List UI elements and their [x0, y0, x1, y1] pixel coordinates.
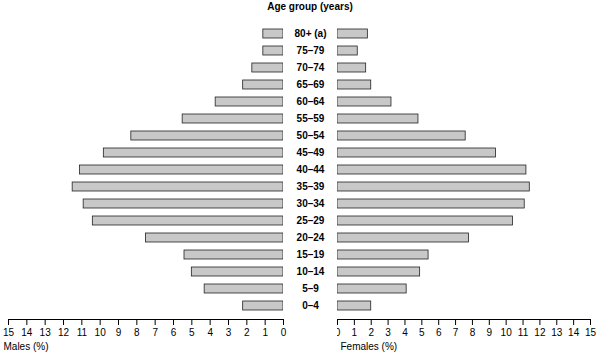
svg-text:9: 9 — [487, 327, 493, 338]
svg-text:15: 15 — [585, 327, 597, 338]
svg-text:4: 4 — [207, 327, 213, 338]
svg-text:5–9: 5–9 — [302, 283, 319, 294]
svg-text:13: 13 — [551, 327, 563, 338]
svg-text:30–34: 30–34 — [297, 198, 325, 209]
svg-text:12: 12 — [58, 327, 70, 338]
svg-text:55–59: 55–59 — [297, 113, 325, 124]
svg-text:15–19: 15–19 — [297, 249, 325, 260]
svg-text:2: 2 — [244, 327, 250, 338]
svg-text:Males (%): Males (%) — [4, 341, 49, 352]
svg-text:60–64: 60–64 — [297, 96, 325, 107]
svg-text:10–14: 10–14 — [297, 266, 325, 277]
svg-text:5: 5 — [419, 327, 425, 338]
svg-text:Females (%): Females (%) — [341, 341, 398, 352]
svg-text:50–54: 50–54 — [297, 130, 325, 141]
svg-text:75–79: 75–79 — [297, 45, 325, 56]
svg-text:3: 3 — [385, 327, 391, 338]
svg-text:0: 0 — [337, 327, 341, 338]
svg-text:11: 11 — [518, 327, 529, 338]
svg-text:1: 1 — [352, 327, 358, 338]
html-text:Age group (years): Age group (years) — [267, 1, 353, 12]
svg-text:13: 13 — [40, 327, 52, 338]
svg-text:7: 7 — [453, 327, 459, 338]
svg-text:11: 11 — [77, 327, 88, 338]
svg-text:14: 14 — [21, 327, 33, 338]
svg-text:6: 6 — [436, 327, 442, 338]
svg-text:0: 0 — [281, 327, 287, 338]
svg-text:8: 8 — [470, 327, 476, 338]
svg-text:0–4: 0–4 — [302, 300, 319, 311]
svg-text:2: 2 — [368, 327, 374, 338]
svg-text:15: 15 — [3, 327, 15, 338]
svg-text:10: 10 — [501, 327, 513, 338]
svg-text:80+ (a): 80+ (a) — [295, 28, 327, 39]
svg-text:8: 8 — [134, 327, 140, 338]
svg-text:3: 3 — [226, 327, 232, 338]
svg-text:10: 10 — [95, 327, 107, 338]
svg-text:45–49: 45–49 — [297, 147, 325, 158]
svg-text:12: 12 — [534, 327, 546, 338]
svg-text:1: 1 — [262, 327, 268, 338]
svg-text:70–74: 70–74 — [297, 62, 325, 73]
svg-text:40–44: 40–44 — [297, 164, 325, 175]
svg-text:7: 7 — [152, 327, 158, 338]
svg-text:20–24: 20–24 — [297, 232, 325, 243]
svg-text:5: 5 — [189, 327, 195, 338]
svg-text:14: 14 — [568, 327, 580, 338]
svg-text:35–39: 35–39 — [297, 181, 325, 192]
svg-text:6: 6 — [171, 327, 177, 338]
svg-text:25–29: 25–29 — [297, 215, 325, 226]
svg-text:4: 4 — [402, 327, 408, 338]
svg-text:65–69: 65–69 — [297, 79, 325, 90]
svg-text:9: 9 — [116, 327, 122, 338]
